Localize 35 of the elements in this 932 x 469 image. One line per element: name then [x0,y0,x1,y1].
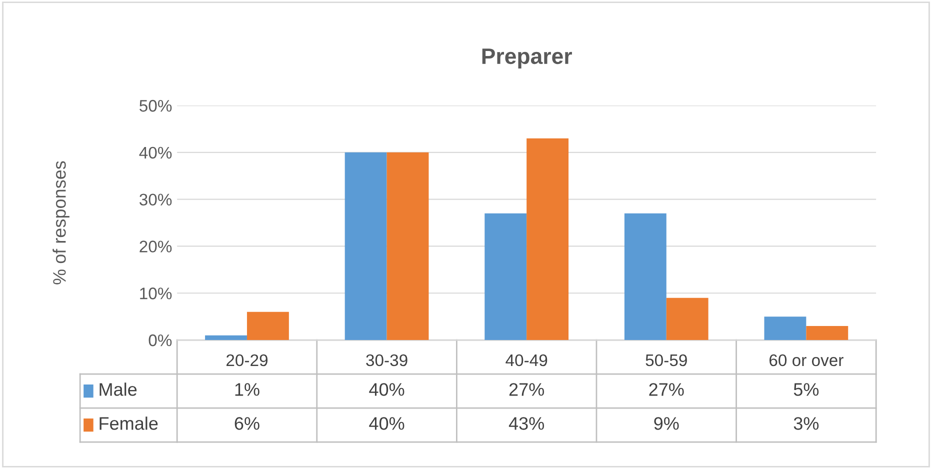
bar [624,213,666,340]
x-tick-label: 60 or over [770,354,844,366]
y-axis-title: % of responses [52,161,70,284]
data-label: 6% [234,417,260,430]
x-tick-label: 50-59 [646,354,687,366]
x-tick-label: 20-29 [226,354,268,366]
bar [205,335,247,340]
bar [344,152,387,340]
chart-title: Preparer [482,48,572,68]
x-tick-label: 30-39 [366,354,408,366]
data-label: 9% [654,417,679,430]
legend-label: Female [100,416,158,430]
data-label: 27% [649,383,684,396]
bar [806,326,848,340]
y-tick-label: 10% [140,288,172,300]
data-label: 1% [235,383,260,396]
y-tick-label: 50% [140,100,172,112]
data-label: 40% [369,383,404,396]
bar [526,138,569,340]
data-label: 43% [508,417,544,430]
y-tick-label: 0% [148,334,172,346]
bar [666,298,708,340]
data-label: 3% [794,417,819,430]
bar [386,152,429,340]
bar [764,316,806,340]
data-label: 27% [509,383,544,396]
y-tick-label: 30% [140,194,172,206]
data-label: 5% [794,383,819,396]
x-tick-label: 40-49 [506,354,548,366]
y-tick-label: 40% [139,146,172,159]
bar [484,213,527,340]
y-tick-label: 20% [140,240,172,252]
bar [246,312,289,340]
data-label: 40% [369,417,404,430]
legend-label: Male [100,382,137,396]
